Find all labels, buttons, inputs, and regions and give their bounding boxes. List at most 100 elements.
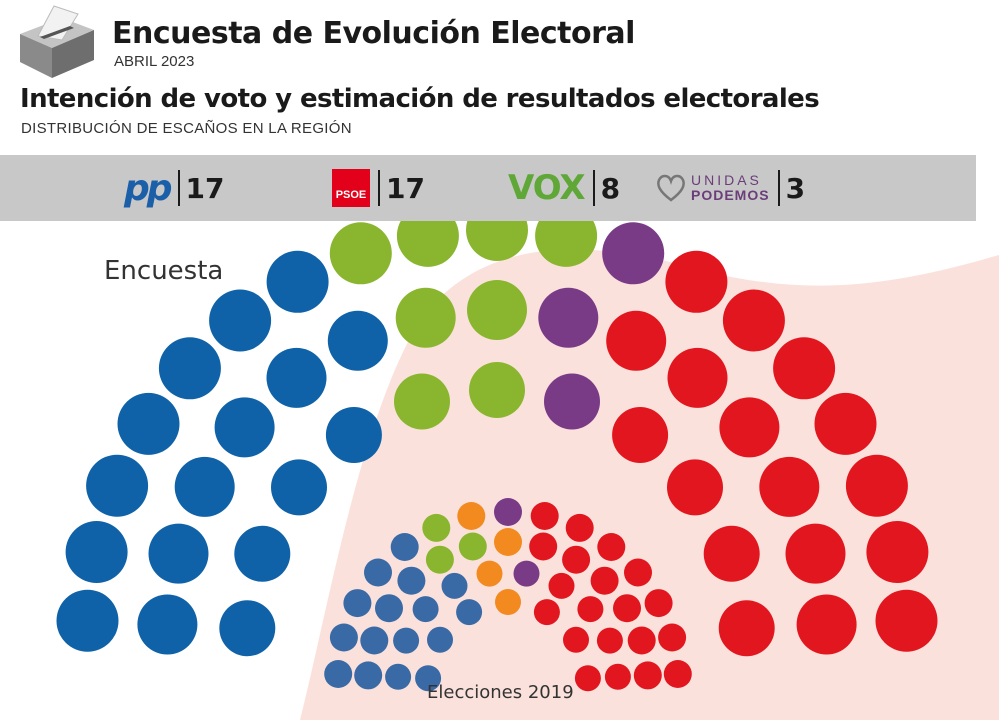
up-logo-line1: UNIDAS xyxy=(691,172,762,188)
seat-unidas-podemos xyxy=(538,287,599,348)
seat-psoe xyxy=(845,454,908,517)
up-seat-count: 3 xyxy=(785,171,806,205)
parliament-chart xyxy=(56,221,999,720)
up-logo-icon: UNIDAS PODEMOS xyxy=(655,173,770,203)
seat-vox xyxy=(466,221,528,261)
seat-pp xyxy=(385,663,412,690)
pp-seat-count: 17 xyxy=(185,171,225,205)
seat-vox xyxy=(394,373,450,430)
seat-psoe xyxy=(759,456,820,517)
seat-pp xyxy=(234,525,291,582)
seat-pp xyxy=(266,347,327,408)
seat-pp xyxy=(412,596,439,623)
seat-psoe xyxy=(703,525,760,582)
seat-vox xyxy=(329,222,392,285)
up-logo-line2: PODEMOS xyxy=(691,187,770,203)
seat-pp xyxy=(271,459,327,516)
seat-vox xyxy=(469,362,525,418)
seat-pp xyxy=(325,407,382,463)
seat-psoe xyxy=(604,663,631,690)
seat-psoe xyxy=(565,513,594,542)
seat-pp xyxy=(158,337,221,400)
divider xyxy=(378,170,380,206)
seat-pp xyxy=(415,665,442,692)
main-title: Encuesta de Evolución Electoral xyxy=(112,16,635,51)
seat-pp xyxy=(174,456,235,517)
seat-psoe xyxy=(562,545,591,574)
seat-psoe xyxy=(773,337,836,400)
divider xyxy=(177,170,180,206)
sub-title: Intención de voto y estimación de result… xyxy=(20,84,820,114)
seat-psoe xyxy=(597,533,626,561)
seat-unidas-podemos xyxy=(544,373,600,430)
seat-vox xyxy=(396,221,459,267)
seat-unidas-podemos xyxy=(494,498,522,526)
seat-psoe xyxy=(667,347,728,408)
seat-psoe xyxy=(577,596,604,623)
seat-pp xyxy=(266,250,329,313)
seat-pp xyxy=(148,523,209,584)
seat-pp xyxy=(117,392,180,455)
survey-label: Encuesta xyxy=(104,256,224,286)
seat-psoe xyxy=(606,310,667,371)
seat-psoe xyxy=(624,558,652,587)
party-up: UNIDAS PODEMOS 3 xyxy=(655,155,805,221)
seat-psoe xyxy=(644,589,673,618)
seat-psoe xyxy=(718,600,775,657)
seat-pp xyxy=(56,589,119,652)
survey-seats xyxy=(56,221,938,657)
seat-pp xyxy=(441,572,468,599)
seat-psoe xyxy=(533,599,560,626)
seat-psoe xyxy=(667,459,723,516)
seat-psoe xyxy=(529,532,558,561)
seat-psoe xyxy=(633,661,662,690)
seat-cs xyxy=(494,528,522,556)
seat-pp xyxy=(375,594,403,623)
sub-caption: DISTRIBUCIÓN DE ESCAÑOS EN LA REGIÓN xyxy=(21,120,352,137)
seat-psoe xyxy=(574,665,601,692)
seat-vox xyxy=(395,287,456,348)
elections-2019-label: Elecciones 2019 xyxy=(427,682,574,703)
seat-psoe xyxy=(875,589,938,652)
seat-vox xyxy=(535,221,598,267)
seat-pp xyxy=(397,566,426,595)
seat-psoe xyxy=(590,566,619,595)
seat-psoe xyxy=(530,502,559,530)
date-label: ABRIL 2023 xyxy=(114,53,195,70)
seat-pp xyxy=(329,623,358,652)
seat-pp xyxy=(364,558,392,587)
seat-psoe xyxy=(612,407,669,463)
divider xyxy=(777,170,780,206)
heart-icon xyxy=(657,174,685,202)
seat-pp xyxy=(327,310,388,371)
seat-pp xyxy=(324,660,353,688)
seat-psoe xyxy=(548,572,575,599)
elections-2019-seats xyxy=(324,498,692,692)
seat-vox xyxy=(467,280,527,340)
seat-psoe xyxy=(663,660,692,688)
party-pp: pp 17 xyxy=(124,155,225,221)
seat-vox xyxy=(422,513,451,542)
pp-logo-icon: pp xyxy=(124,167,173,209)
seat-vox xyxy=(425,545,454,574)
seat-pp xyxy=(86,454,149,517)
seat-pp xyxy=(390,533,419,561)
seat-pp xyxy=(360,626,389,655)
seat-pp xyxy=(209,289,272,352)
seat-psoe xyxy=(665,250,728,313)
seat-pp xyxy=(65,521,128,583)
seat-cs xyxy=(476,560,503,587)
seat-psoe xyxy=(627,626,656,655)
party-seat-bar: pp 17 PSOE 17 VOX 8 UNIDAS PODEMOS 3 xyxy=(0,155,976,221)
seat-pp xyxy=(393,627,420,654)
vox-logo-icon: VOX xyxy=(508,168,586,208)
seat-psoe xyxy=(613,594,641,623)
seat-pp xyxy=(214,397,275,458)
seat-unidas-podemos xyxy=(513,560,540,587)
seat-pp xyxy=(456,599,483,626)
seat-cs xyxy=(495,589,521,615)
seat-psoe xyxy=(785,523,846,584)
seat-pp xyxy=(219,600,276,657)
party-psoe: PSOE 17 xyxy=(332,155,425,221)
seat-psoe xyxy=(722,289,785,352)
